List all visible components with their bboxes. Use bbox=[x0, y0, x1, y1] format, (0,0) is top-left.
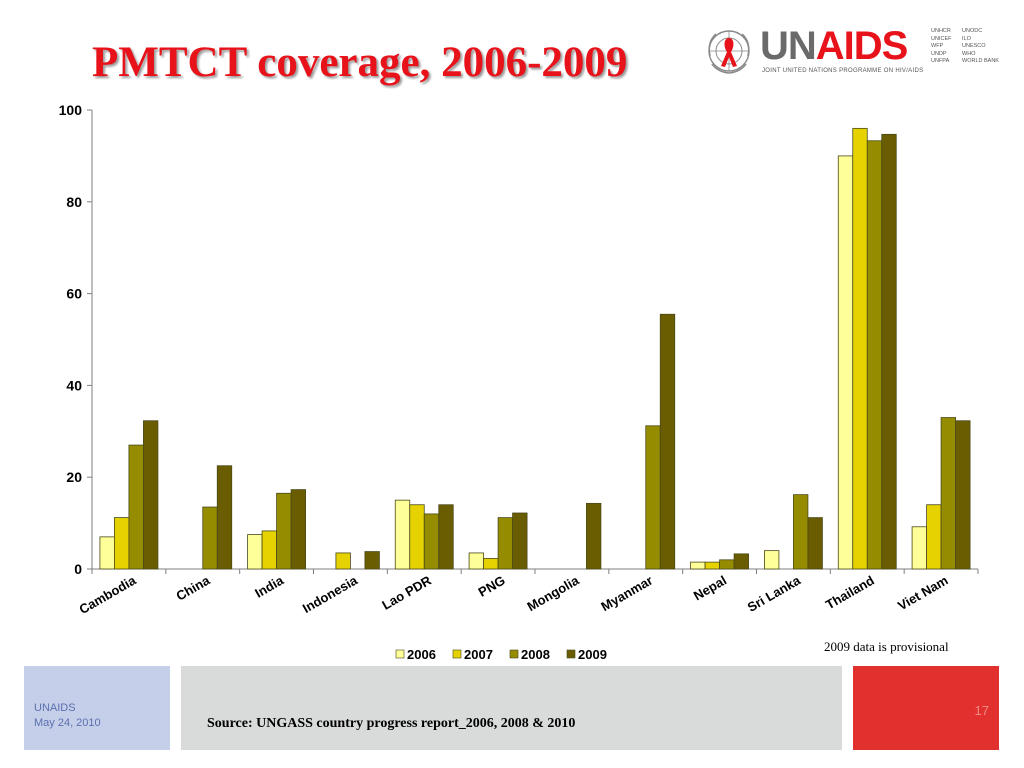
unaids-wordmark: UNAIDS bbox=[760, 24, 908, 68]
legend-swatch-2006 bbox=[395, 649, 405, 659]
bar-2009 bbox=[290, 489, 306, 570]
cosponsor-list-2: UNODC ILO UNESCO WHO WORLD BANK bbox=[962, 28, 999, 64]
bar-2007 bbox=[852, 127, 868, 570]
unaids-tagline: JOINT UNITED NATIONS PROGRAMME ON HIV/AI… bbox=[762, 68, 924, 74]
bar-2008 bbox=[645, 425, 661, 570]
bar-2006 bbox=[764, 550, 780, 570]
footer-right-panel: 17 bbox=[853, 666, 999, 750]
bar-2008 bbox=[940, 417, 956, 570]
bar-2007 bbox=[483, 558, 499, 570]
bar-2008 bbox=[719, 559, 735, 570]
bar-2008 bbox=[866, 140, 883, 570]
bar-2009 bbox=[216, 465, 233, 570]
slide-number: 17 bbox=[974, 703, 989, 718]
legend-label-2008: 2008 bbox=[521, 647, 550, 662]
x-tick-label: Nepal bbox=[691, 573, 729, 604]
x-tick-label: Indonesia bbox=[300, 572, 361, 616]
bar-2007 bbox=[704, 561, 720, 570]
y-tick-label: 40 bbox=[66, 377, 82, 393]
bar-2006 bbox=[468, 552, 484, 570]
bar-2009 bbox=[659, 313, 676, 570]
footer-source-panel: Source: UNGASS country progress report_2… bbox=[181, 666, 842, 750]
bar-2007 bbox=[409, 504, 425, 570]
bar-2009 bbox=[955, 420, 971, 570]
unaids-logo: UNAIDS JOINT UNITED NATIONS PROGRAMME ON… bbox=[700, 22, 1000, 82]
bar-2007 bbox=[114, 517, 130, 570]
bar-2007 bbox=[335, 552, 351, 570]
x-tick-label: India bbox=[252, 572, 286, 601]
bar-2006 bbox=[690, 561, 706, 570]
bar-2006 bbox=[837, 155, 854, 570]
y-tick-label: 20 bbox=[66, 469, 82, 485]
bar-2008 bbox=[497, 517, 513, 570]
legend-swatch-2008 bbox=[509, 649, 519, 659]
x-tick-label: Thailand bbox=[823, 573, 877, 613]
bar-2008 bbox=[793, 494, 809, 570]
bar-2006 bbox=[394, 499, 411, 570]
bar-2008 bbox=[276, 492, 292, 570]
bar-2006 bbox=[247, 534, 263, 570]
bar-2009 bbox=[512, 512, 528, 570]
bar-2008 bbox=[202, 506, 218, 570]
slide-title: PMTCT coverage, 2006-2009 bbox=[92, 39, 628, 86]
bar-2009 bbox=[807, 517, 823, 570]
bar-2006 bbox=[99, 536, 115, 570]
bar-2009 bbox=[586, 502, 602, 570]
legend-swatch-2007 bbox=[452, 649, 462, 659]
bar-2007 bbox=[261, 530, 277, 570]
bar-2009 bbox=[733, 553, 749, 570]
bar-2009 bbox=[143, 420, 159, 570]
footer-date: May 24, 2010 bbox=[34, 717, 101, 729]
legend-label-2009: 2009 bbox=[578, 647, 607, 662]
un-emblem-icon bbox=[708, 30, 750, 74]
x-tick-label: Myanmar bbox=[598, 573, 655, 615]
cosponsor-list-1: UNHCR UNICEF WFP UNDP UNFPA bbox=[931, 28, 952, 64]
bar-2006 bbox=[911, 526, 927, 570]
bar-2009 bbox=[364, 551, 380, 570]
bar-2008 bbox=[128, 444, 144, 570]
legend-label-2007: 2007 bbox=[464, 647, 493, 662]
footer-left-panel: UNAIDS May 24, 2010 bbox=[24, 666, 170, 750]
bar-2008 bbox=[423, 513, 440, 570]
bar-2009 bbox=[881, 133, 897, 570]
x-tick-label: Cambodia bbox=[76, 572, 139, 617]
x-tick-label: China bbox=[173, 572, 212, 603]
legend-label-2006: 2006 bbox=[407, 647, 436, 662]
x-tick-label: Lao PDR bbox=[379, 572, 434, 612]
source-citation: Source: UNGASS country progress report_2… bbox=[207, 716, 576, 731]
y-tick-label: 60 bbox=[66, 286, 82, 302]
x-tick-label: Sri Lanka bbox=[745, 572, 804, 615]
provisional-note: 2009 data is provisional bbox=[824, 639, 949, 654]
x-tick-label: Viet Nam bbox=[895, 573, 950, 614]
x-tick-label: PNG bbox=[476, 573, 508, 600]
y-tick-label: 100 bbox=[59, 102, 83, 118]
footer-org: UNAIDS bbox=[34, 702, 76, 714]
legend-swatch-2009 bbox=[566, 649, 576, 659]
bar-2007 bbox=[926, 504, 942, 570]
bar-2009 bbox=[438, 504, 454, 570]
x-tick-label: Mongolia bbox=[525, 572, 583, 614]
y-tick-label: 80 bbox=[66, 194, 82, 210]
y-tick-label: 0 bbox=[74, 561, 82, 577]
